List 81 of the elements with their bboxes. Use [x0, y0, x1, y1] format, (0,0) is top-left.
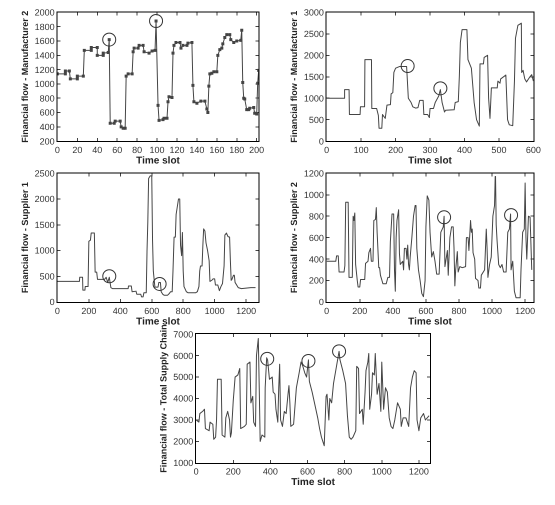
y-tick-label: 2000 [34, 194, 55, 204]
y-tick-label: 6000 [173, 350, 194, 361]
y-tick-label: 0 [318, 297, 324, 308]
y-tick-label: 7000 [173, 329, 194, 340]
y-tick-label: 3000 [304, 8, 324, 18]
y-tick-label: 1200 [34, 64, 55, 75]
x-tick-label: 1200 [408, 466, 429, 477]
y-tick-label: 2000 [304, 50, 324, 60]
y-tick-label: 1600 [34, 36, 55, 46]
x-tick-label: 400 [456, 144, 472, 155]
x-tick-label: 200 [352, 306, 368, 316]
x-tick-label: 800 [337, 466, 352, 477]
y-tick-label: 200 [40, 136, 55, 146]
x-tick-label: 1000 [204, 306, 225, 316]
y-tick-label: 1000 [173, 458, 194, 468]
y-tick-label: 1000 [34, 246, 55, 256]
y-tick-label: 400 [40, 122, 55, 132]
y-tick-label: 1500 [304, 72, 324, 82]
point [332, 344, 346, 358]
y-tick-label: 2000 [34, 8, 55, 18]
x-tick-label: 500 [491, 144, 506, 155]
y-tick-label: 200 [308, 276, 324, 286]
x-tick-label: 20 [72, 144, 82, 155]
x-tick-label: 1000 [482, 306, 502, 316]
x-tick-label: 800 [451, 306, 466, 316]
y-tick-label: 600 [308, 232, 324, 243]
x-tick-label: 600 [144, 306, 160, 316]
y-tick-label: 800 [40, 93, 55, 104]
y-tick-label: 2500 [34, 168, 55, 178]
x-tick-label: 100 [354, 144, 369, 155]
x-tick-label: 120 [169, 144, 184, 155]
y-axis-title: Financial flow - Supplier 2 [289, 182, 300, 294]
x-tick-label: 400 [262, 466, 278, 477]
y-tick-label: 1200 [304, 168, 324, 178]
y-tick-label: 0 [318, 136, 324, 146]
x-axis-title: Time slot [136, 155, 181, 166]
x-tick-label: 200 [249, 144, 264, 155]
y-tick-label: 1800 [34, 22, 55, 32]
x-axis-title: Time slot [408, 155, 453, 166]
x-tick-label: 1200 [515, 306, 536, 316]
y-tick-label: 2500 [304, 29, 324, 40]
y-axis-title: Financial flow - Manufacturer 1 [289, 10, 300, 143]
x-tick-label: 200 [388, 144, 404, 155]
x-tick-label: 600 [526, 144, 541, 155]
x-tick-label: 400 [112, 306, 128, 316]
x-tick-label: 80 [132, 144, 142, 155]
y-tick-label: 0 [50, 297, 55, 308]
x-tick-label: 160 [209, 144, 224, 155]
y-tick-label: 5000 [173, 372, 194, 382]
x-tick-label: 140 [189, 144, 204, 155]
x-tick-label: 100 [150, 144, 165, 155]
y-tick-label: 800 [308, 211, 324, 222]
x-axis-title: Time slot [408, 316, 453, 328]
y-tick-label: 400 [308, 254, 324, 264]
x-axis-title: Time slot [291, 477, 336, 488]
point [301, 354, 316, 368]
y-tick-label: 1400 [34, 50, 55, 60]
y-tick-label: 4000 [173, 394, 194, 404]
y-axis-title: Financial flow - Manufacturer 2 [20, 10, 30, 143]
x-tick-label: 40 [92, 144, 102, 155]
x-tick-label: 1200 [236, 306, 256, 316]
y-tick-label: 600 [40, 108, 55, 118]
x-tick-label: 1000 [372, 466, 392, 477]
y-axis-title: Financial flow - Supplier 1 [20, 182, 30, 294]
x-tick-label: 600 [418, 306, 434, 316]
y-tick-label: 1000 [34, 79, 55, 90]
y-axis-title: Financial flow - Total Supply Chain [158, 324, 169, 473]
y-tick-label: 1000 [304, 190, 324, 200]
x-tick-label: 200 [226, 466, 241, 477]
x-tick-label: 200 [81, 306, 96, 316]
point [260, 352, 274, 366]
x-tick-label: 180 [229, 144, 244, 155]
y-tick-label: 1000 [304, 93, 324, 104]
x-tick-label: 60 [112, 144, 122, 155]
x-tick-label: 400 [385, 306, 400, 316]
y-tick-label: 1500 [34, 220, 55, 230]
y-tick-label: 3000 [173, 415, 194, 426]
x-tick-label: 300 [422, 144, 438, 155]
y-tick-label: 500 [308, 114, 324, 125]
y-tick-label: 500 [40, 271, 55, 282]
y-tick-label: 2000 [173, 436, 194, 447]
